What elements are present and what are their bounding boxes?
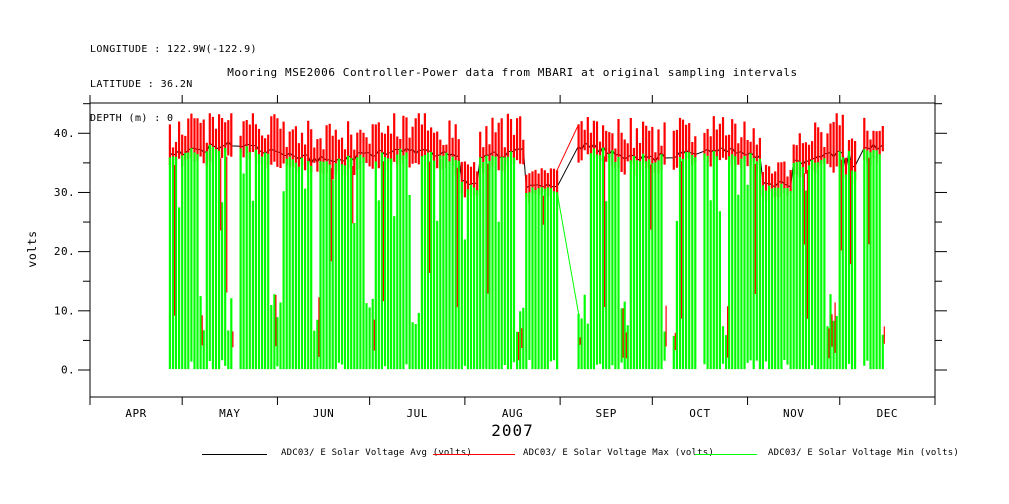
svg-text:AUG: AUG [502,407,523,420]
svg-text:20.: 20. [54,245,75,258]
legend-label-avg: ADC03/ E Solar Voltage Avg (volts) [281,448,473,458]
legend: ADC03/ E Solar Voltage Avg (volts) ADC03… [0,447,1009,465]
svg-text:MAY: MAY [219,407,240,420]
legend-line-avg [202,454,267,455]
station-info: LONGITUDE : 122.9W(-122.9) LATITUDE : 36… [90,21,257,148]
svg-text:DEC: DEC [877,407,898,420]
svg-text:40.: 40. [54,127,75,140]
chart-title: Mooring MSE2006 Controller-Power data fr… [227,66,798,79]
svg-text:2007: 2007 [491,421,534,440]
svg-text:0.: 0. [61,364,75,377]
svg-text:OCT: OCT [689,407,710,420]
svg-text:volts: volts [25,230,39,267]
legend-line-min [695,454,757,455]
depth-label: DEPTH (m) : 0 [90,113,174,124]
svg-text:SEP: SEP [596,407,617,420]
legend-label-min: ADC03/ E Solar Voltage Min (volts) [768,448,960,458]
svg-text:NOV: NOV [783,407,804,420]
longitude-label: LONGITUDE : 122.9W(-122.9) [90,44,257,55]
legend-label-max: ADC03/ E Solar Voltage Max (volts) [523,448,715,458]
svg-text:30.: 30. [54,186,75,199]
legend-line-max [433,454,515,455]
svg-text:JUL: JUL [407,407,428,420]
svg-text:10.: 10. [54,304,75,317]
latitude-label: LATITUDE : 36.2N [90,78,193,90]
svg-text:JUN: JUN [313,407,334,420]
svg-text:APR: APR [125,407,146,420]
